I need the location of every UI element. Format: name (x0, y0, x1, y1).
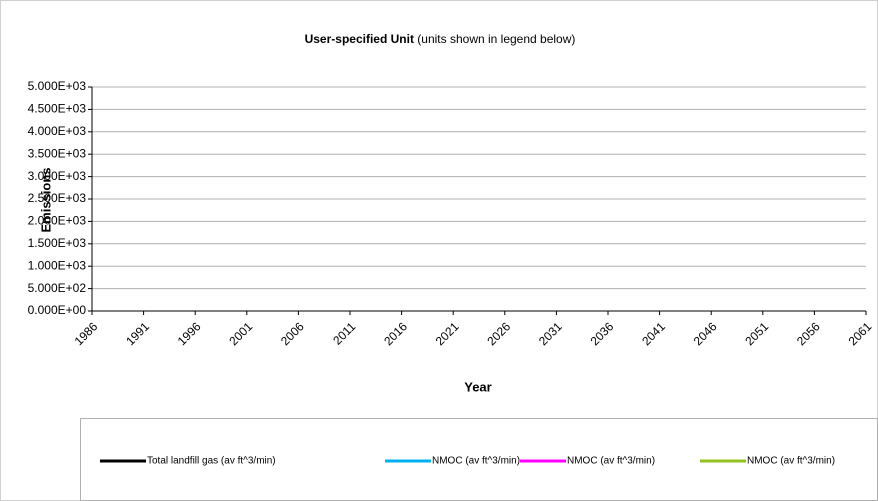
legend-label: NMOC (av ft^3/min) (432, 456, 520, 467)
y-tick-label: 1.500E+03 (28, 236, 87, 250)
y-tick-label: 4.500E+03 (28, 102, 87, 116)
legend-label: NMOC (av ft^3/min) (747, 456, 835, 467)
y-tick-label: 2.000E+03 (28, 214, 87, 228)
y-tick-label: 2.500E+03 (28, 191, 87, 205)
y-tick-label: 5.000E+02 (28, 281, 87, 295)
legend-label: NMOC (av ft^3/min) (567, 456, 655, 467)
y-tick-label: 3.500E+03 (28, 146, 87, 160)
y-tick-label: 5.000E+03 (28, 79, 87, 93)
chart-title: User-specified Unit (305, 32, 414, 46)
chart-title-text: User-specified Unit (units shown in lege… (305, 32, 576, 46)
legend-label: Total landfill gas (av ft^3/min) (147, 456, 276, 467)
y-axis-label: Emissions (38, 167, 53, 232)
x-axis-label: Year (464, 379, 491, 394)
y-tick-label: 4.000E+03 (28, 124, 87, 138)
y-tick-label: 0.000E+00 (28, 303, 87, 317)
chart-subtitle: (units shown in legend below) (417, 32, 575, 46)
y-tick-label: 1.000E+03 (28, 258, 87, 272)
y-tick-label: 3.000E+03 (28, 169, 87, 183)
